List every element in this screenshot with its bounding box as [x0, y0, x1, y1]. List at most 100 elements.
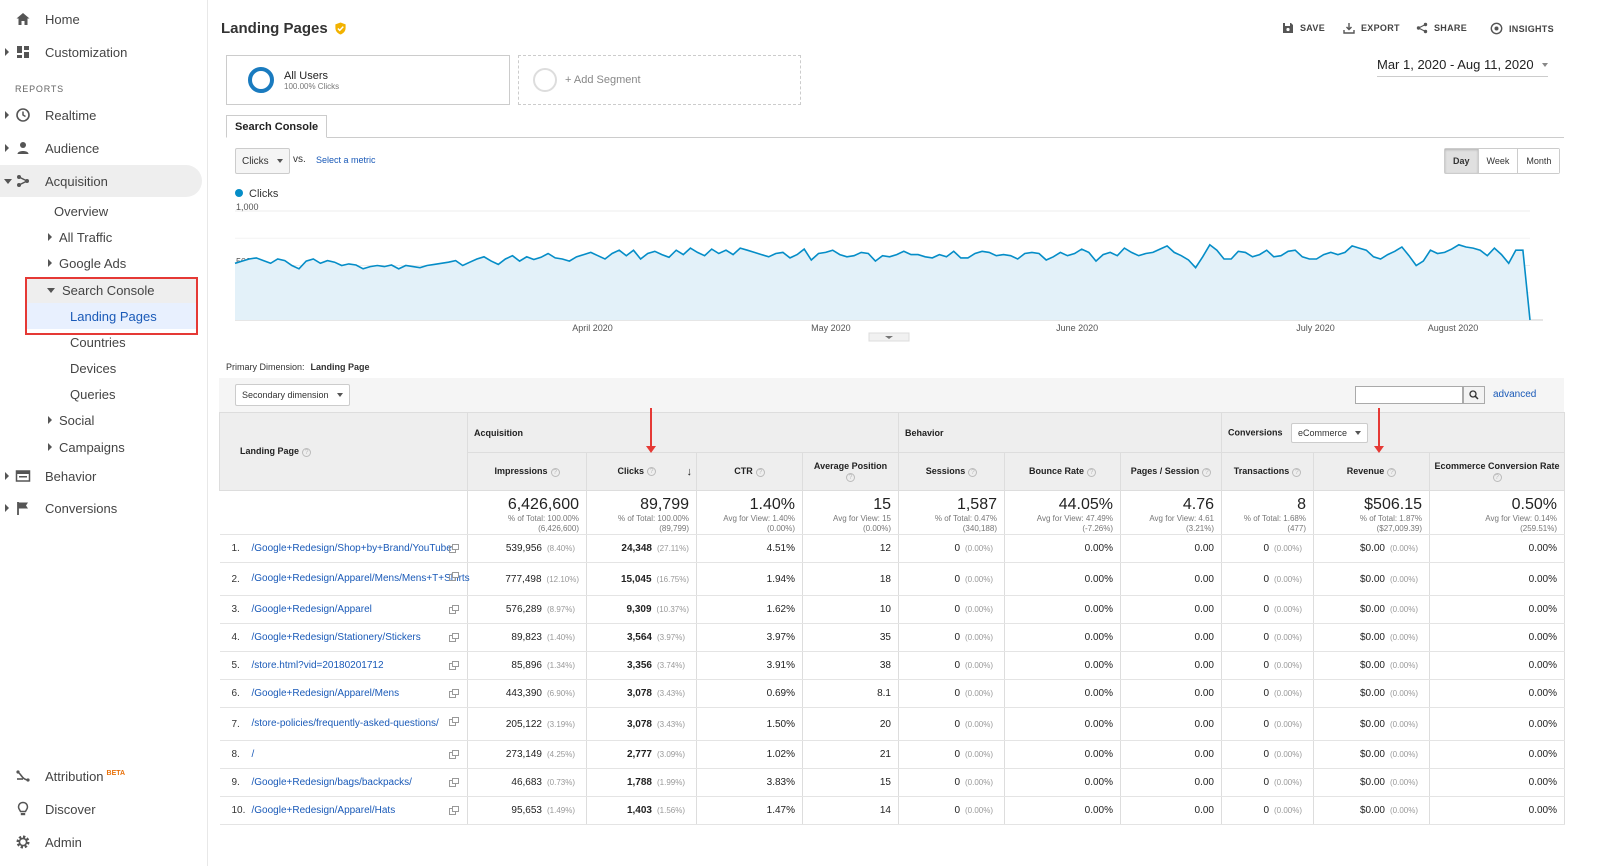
search-icon [1469, 390, 1479, 400]
row-number: 10. [231, 805, 246, 817]
cell-trans: 0 (0.00%) [1221, 768, 1314, 797]
col-impressions[interactable]: Impressions? [467, 452, 587, 491]
conversions-type-select[interactable]: eCommerce [1291, 422, 1369, 443]
col-ctr[interactable]: CTR? [696, 452, 803, 491]
nav-acq-landing-pages[interactable]: Landing Pages [25, 303, 198, 329]
save-button[interactable]: SAVE [1282, 22, 1325, 34]
landing-page-cell: 6. /Google+Redesign/Apparel/Mens [219, 679, 468, 708]
nav-acq-search-console[interactable]: Search Console [25, 277, 198, 303]
col-ecommerce-conversion-rate[interactable]: Ecommerce Conversion Rate? [1429, 452, 1565, 491]
add-segment-button[interactable]: + Add Segment [518, 55, 801, 105]
value-ecr: 0.00% [1528, 543, 1557, 554]
nav-home[interactable]: Home [0, 3, 202, 35]
nav-customization[interactable]: Customization [0, 36, 202, 68]
value-sess: 0 [954, 604, 960, 615]
secondary-dimension-select[interactable]: Secondary dimension [235, 384, 350, 406]
verified-badge-icon [335, 22, 346, 35]
landing-page-link[interactable]: /store-policies/frequently-asked-questio… [251, 718, 439, 730]
nav-acq-overview[interactable]: Overview [54, 198, 108, 224]
landing-page-link[interactable]: / [251, 748, 255, 760]
open-external-icon[interactable] [449, 750, 459, 759]
col-sessions[interactable]: Sessions? [898, 452, 1005, 491]
primary-dimension-label: Primary Dimension: [226, 362, 305, 372]
col-avg-position[interactable]: Average Position? [802, 452, 899, 491]
cell-trans: 0 (0.00%) [1221, 740, 1314, 769]
landing-page-link[interactable]: /store.html?vid=20180201712 [251, 659, 384, 671]
search-button[interactable] [1463, 386, 1485, 404]
share-button[interactable]: SHARE [1416, 22, 1467, 34]
cell-clicks: 1,403 (1.56%) [586, 796, 697, 825]
value-sess: 0 [954, 543, 960, 554]
metric-select[interactable]: Clicks [235, 148, 290, 174]
x-tick-label: May 2020 [811, 323, 851, 333]
nav-conversions[interactable]: Conversions [0, 492, 202, 524]
nav-discover[interactable]: Discover [0, 793, 202, 825]
open-external-icon[interactable] [449, 633, 459, 642]
advanced-filter-link[interactable]: advanced [1493, 389, 1537, 400]
total-sub1: % of Total: 0.47% [934, 514, 997, 523]
value-ecr: 0.00% [1528, 805, 1557, 816]
cell-trans: 0 (0.00%) [1221, 562, 1314, 596]
total-sub1: % of Total: 100.00% [617, 514, 689, 523]
nav-audience[interactable]: Audience [0, 132, 202, 164]
nav-acq-all-traffic[interactable]: All Traffic [48, 224, 112, 250]
annotation-arrow [646, 408, 656, 453]
segment-all-users[interactable]: All Users 100.00% Clicks [226, 55, 510, 105]
landing-page-link[interactable]: /Google+Redesign/Apparel/Mens [251, 687, 400, 699]
nav-acq-devices[interactable]: Devices [70, 355, 116, 381]
nav-acq-queries[interactable]: Queries [70, 381, 116, 407]
value-bounce: 0.00% [1084, 805, 1113, 816]
open-external-icon[interactable] [449, 717, 459, 726]
value-sess: 0 [954, 632, 960, 643]
col-clicks[interactable]: Clicks? ↓ [586, 452, 697, 491]
granularity-month-button[interactable]: Month [1518, 149, 1560, 173]
select-metric-link[interactable]: Select a metric [316, 155, 376, 165]
cell-ctr: 1.50% [696, 707, 803, 741]
tab-search-console[interactable]: Search Console [226, 115, 328, 138]
date-range-picker[interactable]: Mar 1, 2020 - Aug 11, 2020 [1377, 57, 1548, 77]
nav-behavior[interactable]: Behavior [0, 460, 202, 492]
insights-button[interactable]: INSIGHTS [1490, 22, 1554, 35]
chevron-down-icon [336, 393, 343, 397]
col-bounce-rate[interactable]: Bounce Rate? [1004, 452, 1121, 491]
nav-acq-countries[interactable]: Countries [70, 329, 126, 355]
col-pages-session[interactable]: Pages / Session? [1120, 452, 1222, 491]
col-transactions[interactable]: Transactions? [1221, 452, 1314, 491]
cell-ecr: 0.00% [1429, 623, 1565, 652]
open-external-icon[interactable] [449, 806, 459, 815]
landing-page-link[interactable]: /Google+Redesign/Apparel/Mens/Mens+T+Shi… [251, 573, 470, 585]
value-pps: 0.00 [1194, 632, 1214, 643]
nav-admin[interactable]: Admin [0, 826, 202, 858]
open-external-icon[interactable] [449, 605, 459, 614]
col-landing-page[interactable]: Landing Page? [219, 412, 468, 491]
value-pps: 0.00 [1194, 718, 1214, 730]
nav-attribution[interactable]: Attribution BETA [0, 760, 202, 792]
granularity-week-button[interactable]: Week [1478, 149, 1519, 173]
col-revenue[interactable]: Revenue? [1313, 452, 1430, 491]
cell-rev: $0.00 (0.00%) [1313, 623, 1430, 652]
nav-realtime[interactable]: Realtime [0, 99, 202, 131]
cell-ctr: 3.97% [696, 623, 803, 652]
landing-page-link[interactable]: /Google+Redesign/Apparel [251, 603, 372, 615]
nav-acq-campaigns[interactable]: Campaigns [48, 434, 125, 460]
nav-acq-google-ads[interactable]: Google Ads [48, 250, 126, 276]
conversions-type-value: eCommerce [1298, 427, 1348, 438]
value-imp: 273,149 [505, 749, 542, 760]
open-external-icon[interactable] [449, 544, 459, 553]
value-pos: 8.1 [877, 688, 891, 699]
landing-page-link[interactable]: /Google+Redesign/Apparel/Hats [251, 804, 396, 816]
cell-ecr: 0.00% [1429, 679, 1565, 708]
open-external-icon[interactable] [449, 689, 459, 698]
granularity-day-button[interactable]: Day [1445, 149, 1479, 173]
total-sub1: % of Total: 1.87% [1359, 514, 1422, 523]
open-external-icon[interactable] [449, 778, 459, 787]
export-button[interactable]: EXPORT [1343, 22, 1400, 34]
landing-page-link[interactable]: /Google+Redesign/Stationery/Stickers [251, 631, 421, 643]
landing-page-link[interactable]: /Google+Redesign/bags/backpacks/ [251, 776, 412, 788]
nav-acq-social[interactable]: Social [48, 407, 94, 433]
landing-page-link[interactable]: /Google+Redesign/Shop+by+Brand/YouTube [251, 542, 452, 554]
open-external-icon[interactable] [449, 572, 459, 581]
table-search-input[interactable] [1355, 386, 1463, 404]
nav-acquisition[interactable]: Acquisition [0, 165, 202, 197]
open-external-icon[interactable] [449, 661, 459, 670]
